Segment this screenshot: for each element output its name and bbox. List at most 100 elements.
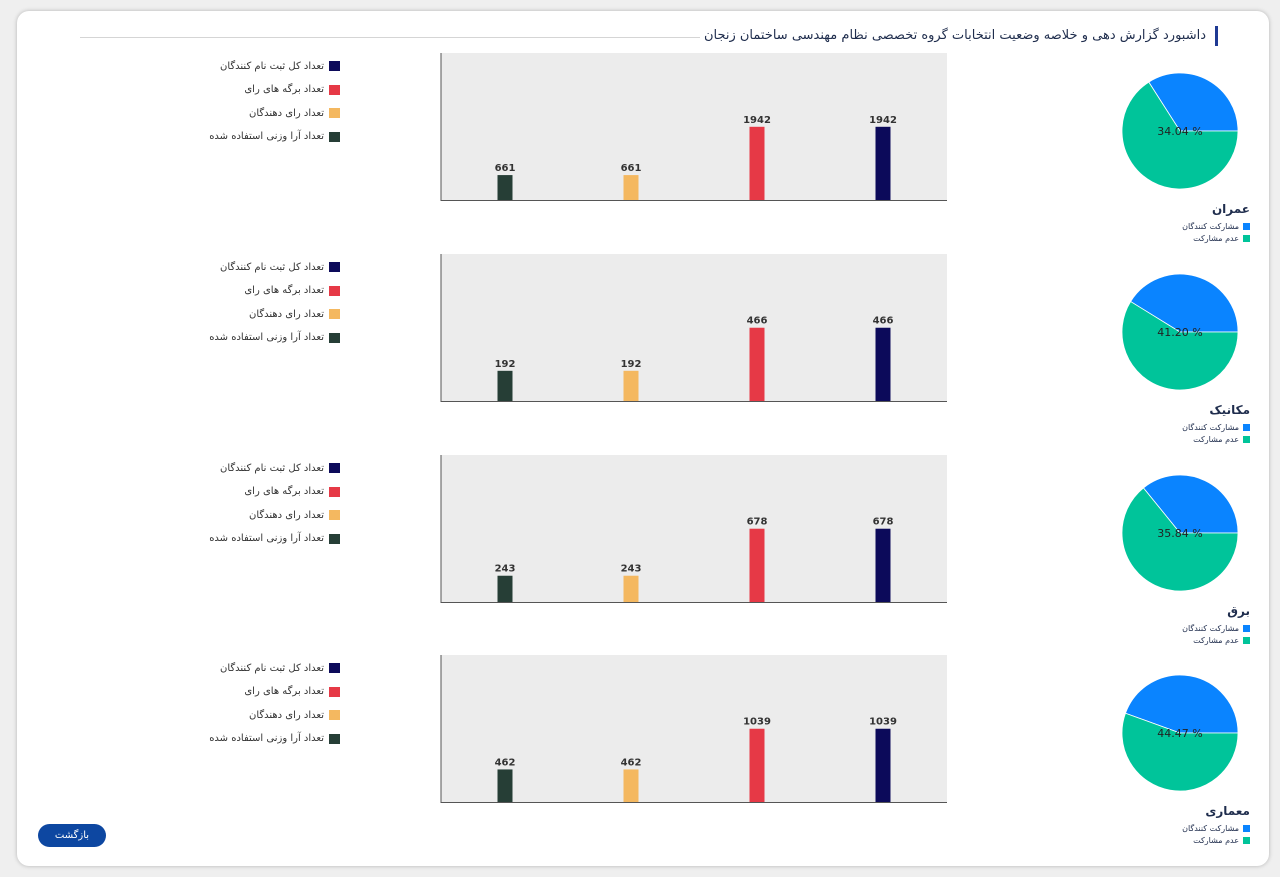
- title-divider: [80, 37, 700, 38]
- pie-slice[interactable]: [1121, 81, 1239, 190]
- bar-value-label: 1942: [743, 115, 771, 126]
- group-name: برق: [1227, 604, 1250, 618]
- legend-label: مشارکت کنندگان: [1182, 624, 1239, 633]
- legend-label: تعداد کل ثبت نام کنندگان: [220, 662, 324, 674]
- bar-legend-item[interactable]: تعداد کل ثبت نام کنندگان: [220, 260, 340, 274]
- pie-legend-item[interactable]: مشارکت کنندگان: [1182, 623, 1250, 634]
- bar[interactable]: [875, 728, 891, 802]
- legend-label: تعداد آرا وزنی استفاده شده: [209, 131, 324, 142]
- legend-label: تعداد رای دهندگان: [248, 308, 324, 320]
- legend-label: تعداد کل ثبت نام کنندگان: [220, 261, 324, 273]
- legend-label: تعداد رای دهندگان: [248, 509, 324, 521]
- bar-legend-item[interactable]: تعداد رای دهندگان: [249, 106, 340, 120]
- bar[interactable]: [623, 769, 639, 802]
- pie-percent-label: 35.84 %: [1157, 527, 1202, 540]
- legend-swatch: [329, 332, 340, 343]
- chart-row: تعداد کل ثبت نام کنندگان تعداد برگه های ر…: [0, 455, 1280, 655]
- bar-chart: 243 243 678 678: [440, 455, 947, 603]
- bar[interactable]: [749, 728, 765, 802]
- bar-legend-item[interactable]: تعداد برگه های رای: [244, 284, 340, 298]
- legend-swatch: [329, 710, 340, 720]
- bar[interactable]: [875, 327, 891, 401]
- group-name: مکانیک: [1209, 403, 1250, 417]
- bar-legend-item[interactable]: تعداد برگه های رای: [244, 83, 340, 97]
- bar[interactable]: [623, 370, 639, 401]
- pie-slice[interactable]: [1121, 300, 1239, 391]
- legend-swatch: [1243, 223, 1250, 230]
- plot-area: [441, 53, 947, 200]
- bar[interactable]: [497, 175, 513, 200]
- legend-label: تعداد کل ثبت نام کنندگان: [220, 60, 324, 72]
- legend-swatch: [329, 510, 340, 520]
- bar[interactable]: [497, 769, 513, 802]
- bar-legend-item[interactable]: تعداد آرا وزنی استفاده شده: [209, 732, 340, 746]
- bar-legend-item[interactable]: تعداد رای دهندگان: [249, 508, 340, 522]
- bar-chart: 661 661 1942 1942: [440, 53, 947, 201]
- bar-value-label: 243: [495, 564, 516, 575]
- pie-chart: 34.04 %: [1121, 72, 1239, 190]
- bar-value-label: 243: [621, 564, 642, 575]
- bar-legend-item[interactable]: تعداد کل ثبت نام کنندگان: [220, 59, 340, 73]
- bar-value-label: 462: [495, 757, 516, 768]
- legend-swatch: [329, 285, 340, 296]
- legend-swatch: [329, 84, 340, 95]
- pie-legend-item[interactable]: مشارکت کنندگان: [1182, 823, 1250, 834]
- legend-swatch: [329, 262, 340, 272]
- pie-legend-item[interactable]: مشارکت کنندگان: [1182, 221, 1250, 232]
- pie-slice[interactable]: [1121, 712, 1239, 792]
- bar-legend-item[interactable]: تعداد آرا وزنی استفاده شده: [209, 532, 340, 546]
- bar-value-label: 192: [621, 359, 642, 370]
- bar[interactable]: [875, 126, 891, 200]
- legend-swatch: [329, 108, 340, 118]
- legend-label: مشارکت کنندگان: [1182, 423, 1239, 432]
- bar-legend-item[interactable]: تعداد کل ثبت نام کنندگان: [220, 461, 340, 475]
- legend-swatch: [1243, 837, 1250, 844]
- pie-legend-item[interactable]: عدم مشارکت: [1193, 233, 1250, 244]
- bar-value-label: 678: [747, 517, 768, 528]
- chart-row: تعداد کل ثبت نام کنندگان تعداد برگه های ر…: [0, 53, 1280, 253]
- legend-label: مشارکت کنندگان: [1182, 824, 1239, 833]
- bar[interactable]: [749, 327, 765, 401]
- bar-legend-item[interactable]: تعداد رای دهندگان: [249, 708, 340, 722]
- bar-legend-item[interactable]: تعداد آرا وزنی استفاده شده: [209, 130, 340, 144]
- bar[interactable]: [875, 528, 891, 602]
- bar-value-label: 1942: [869, 115, 897, 126]
- legend-label: تعداد رای دهندگان: [248, 709, 324, 721]
- pie-legend-item[interactable]: مشارکت کنندگان: [1182, 422, 1250, 433]
- bar[interactable]: [623, 175, 639, 200]
- pie-percent-label: 41.20 %: [1157, 326, 1202, 339]
- legend-swatch: [329, 463, 340, 473]
- bar[interactable]: [623, 575, 639, 602]
- legend-swatch: [329, 486, 340, 497]
- legend-swatch: [329, 686, 340, 697]
- pie-slice[interactable]: [1142, 474, 1239, 534]
- pie-slice[interactable]: [1130, 273, 1239, 333]
- plot-area: [441, 455, 947, 602]
- pie-legend-item[interactable]: عدم مشارکت: [1193, 635, 1250, 646]
- chart-row: تعداد کل ثبت نام کنندگان تعداد برگه های ر…: [0, 655, 1280, 855]
- bar[interactable]: [497, 575, 513, 602]
- legend-swatch: [1243, 424, 1250, 431]
- bar-legend-item[interactable]: تعداد برگه های رای: [244, 685, 340, 699]
- legend-swatch: [329, 733, 340, 744]
- bar-chart: 192 192 466 466: [440, 254, 947, 402]
- pie-slice[interactable]: [1124, 674, 1239, 734]
- pie-slice[interactable]: [1121, 487, 1239, 592]
- bar-value-label: 1039: [869, 717, 897, 728]
- bar-value-label: 466: [873, 316, 894, 327]
- pie-legend-item[interactable]: عدم مشارکت: [1193, 835, 1250, 846]
- legend-label: تعداد آرا وزنی استفاده شده: [209, 332, 324, 343]
- pie-chart: 41.20 %: [1121, 273, 1239, 391]
- back-button[interactable]: بازگشت: [38, 824, 106, 847]
- pie-legend-item[interactable]: عدم مشارکت: [1193, 434, 1250, 445]
- bar-legend-item[interactable]: تعداد برگه های رای: [244, 485, 340, 499]
- bar-legend-item[interactable]: تعداد کل ثبت نام کنندگان: [220, 661, 340, 675]
- bar-legend-item[interactable]: تعداد رای دهندگان: [249, 307, 340, 321]
- bar-legend-item[interactable]: تعداد آرا وزنی استفاده شده: [209, 331, 340, 345]
- bar[interactable]: [497, 370, 513, 401]
- legend-swatch: [329, 309, 340, 319]
- pie-percent-label: 34.04 %: [1157, 125, 1202, 138]
- bar[interactable]: [749, 528, 765, 602]
- legend-swatch: [1243, 625, 1250, 632]
- bar[interactable]: [749, 126, 765, 200]
